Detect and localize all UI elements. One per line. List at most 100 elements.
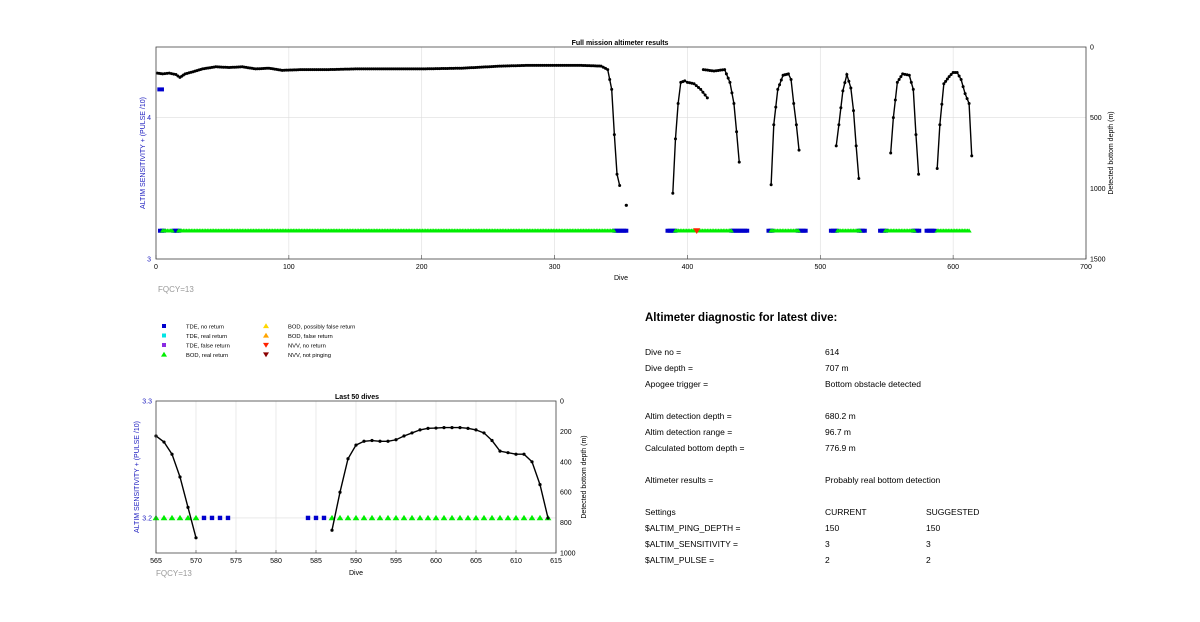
bod-real-return-marker — [488, 514, 496, 521]
diag-label: $ALTIM_SENSITIVITY = — [645, 539, 738, 549]
diag-label: $ALTIM_PING_DEPTH = — [645, 523, 741, 533]
diag-value: 3 — [825, 539, 830, 549]
bottom-depth-point — [165, 71, 169, 75]
diag-label: Dive depth = — [645, 363, 693, 373]
bod-real-return-marker — [520, 514, 528, 521]
bod-real-return-marker — [611, 228, 617, 233]
bottom-depth-point — [703, 93, 707, 97]
last-xtick-label: 570 — [190, 558, 202, 565]
bottom-depth-line — [703, 68, 740, 163]
bod-real-return-marker — [728, 228, 734, 233]
bod-real-return-marker — [168, 514, 176, 521]
last-marks — [152, 426, 552, 540]
bod-real-return-marker — [911, 228, 917, 233]
bottom-depth-point — [914, 133, 918, 137]
bottom-depth-point — [418, 428, 422, 432]
legend-marker-triangle — [263, 342, 269, 348]
bottom-depth-point — [538, 483, 542, 487]
bod-real-return-marker — [384, 514, 392, 521]
bottom-depth-point — [466, 426, 470, 430]
main-xtick-label: 400 — [682, 264, 694, 271]
last-xtick-label: 580 — [270, 558, 282, 565]
bod-real-return-marker — [528, 514, 536, 521]
bod-real-return-marker — [344, 514, 352, 521]
legend-marker-square — [162, 324, 166, 328]
bottom-depth-point — [857, 176, 861, 180]
bod-real-return-marker — [400, 514, 408, 521]
main-footer: FQCY=13 — [158, 285, 194, 294]
bottom-depth-point — [676, 102, 680, 106]
bottom-depth-point — [967, 102, 971, 106]
bod-real-return-marker — [169, 228, 175, 233]
bottom-depth-point — [370, 438, 374, 443]
main-ytick-right-label: 1000 — [1090, 186, 1106, 193]
bottom-depth-point — [944, 79, 948, 83]
legend-label: BOD, real return — [186, 353, 228, 359]
tde-no-return-marker — [217, 515, 223, 521]
last-axes: 565 570 575 580 585 590 595 600 605 610 615 3.2 3.3 0… — [142, 399, 575, 566]
main-ytick-left-label: 4 — [147, 115, 151, 122]
legend-marker-triangle — [263, 332, 269, 338]
last-xlabel: Dive — [349, 570, 363, 577]
diag-row-dive-depth: Dive depth = 707 m — [645, 360, 1165, 376]
main-ylabel-right: Detected bottom depth (m) — [1108, 111, 1115, 194]
last-xtick-label: 605 — [470, 558, 482, 565]
bod-real-return-marker — [464, 514, 472, 521]
bottom-depth-point — [895, 80, 899, 84]
bottom-depth-point — [386, 439, 390, 443]
bottom-depth-point — [514, 452, 518, 456]
bottom-depth-point — [522, 452, 526, 456]
diag-row-results: Altimeter results = Probably real bottom … — [645, 472, 1165, 488]
diagnostic-panel: Altimeter diagnostic for latest dive: Di… — [645, 312, 1165, 568]
bottom-depth-point — [970, 154, 974, 158]
bottom-depth-point — [506, 451, 510, 455]
main-title: Full mission altimeter results — [572, 40, 669, 47]
bottom-depth-point — [792, 102, 796, 106]
bottom-depth-line — [157, 64, 621, 186]
bottom-depth-point — [194, 536, 198, 540]
diag-row-settings-header: Settings CURRENT SUGGESTED — [645, 504, 1165, 520]
last-ytick-right-label: 600 — [560, 490, 572, 497]
bottom-depth-point — [889, 151, 893, 155]
bottom-depth-point — [949, 73, 953, 77]
bottom-depth-point — [170, 452, 174, 456]
main-xtick-label: 0 — [154, 264, 158, 271]
last-grid — [155, 400, 557, 553]
bottom-depth-point — [346, 457, 350, 461]
bottom-depth-point — [779, 78, 783, 82]
bod-real-return-marker — [504, 514, 512, 521]
bottom-depth-line — [331, 426, 549, 531]
bottom-depth-point — [778, 83, 782, 87]
diag-row-calc-depth: Calculated bottom depth = 776.9 m — [645, 440, 1165, 456]
bottom-depth-point — [378, 439, 382, 443]
bottom-depth-point — [442, 426, 446, 430]
diag-label: Altim detection depth = — [645, 411, 732, 421]
diag-value: 96.7 m — [825, 427, 851, 437]
tde-no-return-marker — [624, 228, 629, 233]
last-50-dives-plot: Last 50 dives 565 570 575 580 585 590 595 600 60… — [134, 394, 588, 578]
legend-marker-triangle — [263, 352, 269, 358]
diag-value: 614 — [825, 347, 840, 357]
bottom-depth-point — [612, 133, 616, 137]
bottom-depth-point — [961, 85, 965, 89]
legend-label: NVV, not pinging — [288, 353, 331, 359]
bottom-depth-point — [935, 167, 939, 171]
bottom-depth-point — [178, 475, 182, 479]
bottom-depth-point — [834, 144, 838, 148]
last-ytick-right-label: 200 — [560, 429, 572, 436]
bottom-depth-point — [186, 505, 190, 509]
bottom-depth-point — [849, 86, 853, 90]
bottom-depth-point — [474, 428, 478, 432]
diag-label: Altimeter results = — [645, 475, 714, 485]
bottom-depth-point — [362, 439, 366, 443]
bod-real-return-marker — [184, 514, 192, 521]
bod-real-return-marker — [432, 514, 440, 521]
bottom-depth-point — [852, 109, 855, 113]
last-xtick-label: 600 — [430, 558, 442, 565]
bod-real-return-marker — [160, 514, 168, 521]
bottom-depth-point — [776, 87, 780, 91]
bottom-depth-point — [797, 148, 801, 152]
legend-label: TDE, real return — [186, 334, 227, 340]
diag-row-apogee: Apogee trigger = Bottom obstacle detected — [645, 376, 1165, 392]
bottom-depth-point — [837, 123, 841, 127]
